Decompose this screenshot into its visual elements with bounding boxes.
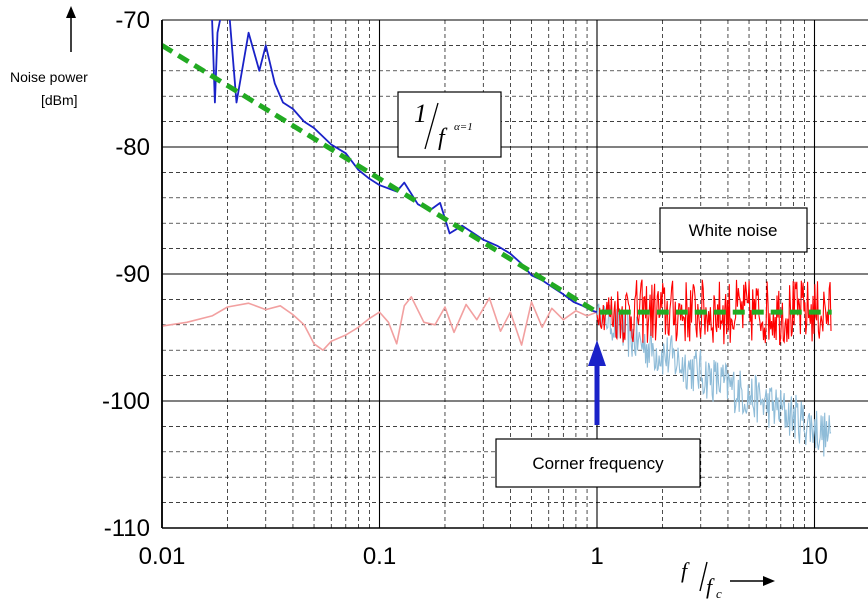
formula-slash (424, 102, 439, 150)
y-axis-label-line2: [dBm] (41, 92, 78, 108)
y-tick-label: -70 (115, 7, 150, 34)
white-noise-box (659, 207, 808, 253)
y-tick-label: -90 (115, 261, 150, 288)
x-axis-arrow-icon (763, 576, 775, 586)
white-noise-annotation: White noise (659, 207, 808, 253)
axis-tick-labels: 0.01 0.1 1 10 -70 -80 -90 -100 -110 (102, 7, 828, 570)
series-low-freq-reference-line (162, 296, 598, 351)
y-axis-label: Noise power [dBm] (10, 6, 88, 108)
y-tick-label: -80 (115, 134, 150, 161)
corner-frequency-label: Corner frequency (532, 454, 664, 473)
corner-frequency-box (495, 438, 701, 488)
formula-annotation: 1 f α=1 (397, 91, 502, 158)
x-label-fraction-slash (699, 561, 708, 592)
formula-exponent: α=1 (454, 121, 473, 133)
formula-numerator: 1 (414, 99, 427, 128)
x-axis-label: f f c (681, 558, 775, 601)
corner-frequency-annotation: Corner frequency (495, 340, 701, 488)
series-fit-dashed-line (162, 43, 832, 315)
x-label-numerator: f (681, 558, 690, 583)
y-tick-label: -110 (104, 515, 150, 542)
formula-denominator: f (438, 125, 448, 151)
x-tick-label: 1 (590, 543, 603, 570)
formula-box (397, 91, 502, 158)
series-white-noise-line (596, 279, 832, 346)
x-label-denominator: f (706, 574, 715, 599)
series-filtered-noise-line (596, 303, 832, 457)
white-noise-label: White noise (689, 221, 778, 240)
x-tick-label: 10 (801, 543, 828, 570)
plot-series (162, 20, 832, 457)
x-label-denominator-subscript: c (716, 586, 722, 601)
y-axis-arrow-icon (66, 6, 76, 18)
y-tick-label: -100 (102, 388, 150, 415)
x-tick-label: 0.01 (139, 543, 186, 570)
y-axis-label-line1: Noise power (10, 69, 88, 85)
x-tick-label: 0.1 (363, 543, 396, 570)
corner-arrow-icon (588, 340, 606, 366)
